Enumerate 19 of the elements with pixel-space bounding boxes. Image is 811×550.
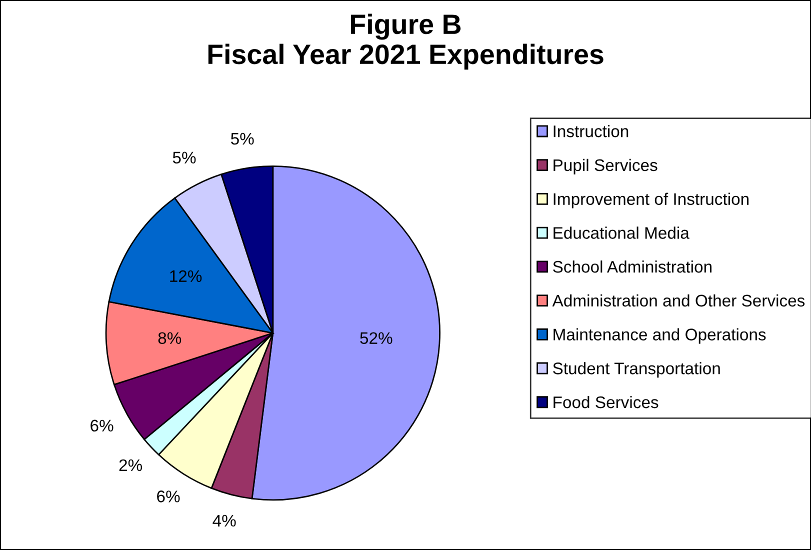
data-label: 4% (212, 514, 236, 527)
legend-label: Instruction (554, 125, 628, 138)
chart-title: Figure B Fiscal Year 2021 Expenditures (208, 14, 604, 70)
data-label: 2% (119, 459, 142, 472)
data-label: 6% (90, 420, 114, 432)
legend-label: Food Services (554, 396, 658, 408)
legend-label: Educational Media (554, 226, 690, 239)
data-label: 6% (157, 490, 180, 502)
legend-label: Pupil Services (554, 158, 658, 174)
data-label: 52% (360, 332, 392, 344)
legend-label: Student Transportation (553, 362, 720, 378)
legend-label: School Administration (553, 260, 712, 273)
legend-label: Administration and Other Services (552, 294, 805, 307)
legend-label: Maintenance and Operations (554, 328, 766, 344)
data-label: 5% (172, 152, 196, 164)
data-label: 8% (158, 332, 182, 344)
legend-label: Improvement of Instruction (554, 192, 749, 208)
data-label: 12% (170, 270, 202, 282)
data-label: 5% (230, 132, 254, 145)
